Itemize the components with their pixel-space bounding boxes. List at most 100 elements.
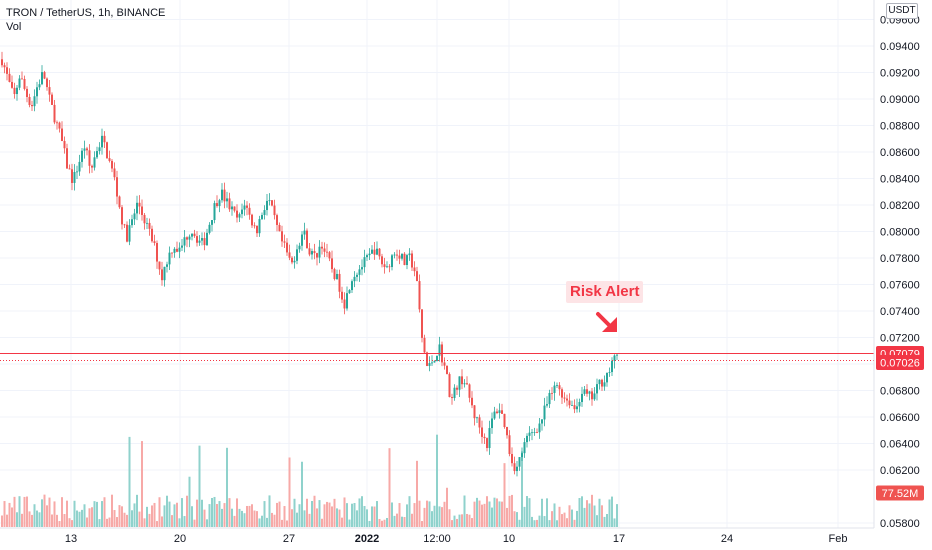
candle-body xyxy=(251,214,253,226)
volume-bar xyxy=(103,497,106,527)
volume-bar xyxy=(86,517,88,527)
volume-bar xyxy=(236,498,238,527)
volume-bar xyxy=(218,501,221,527)
volume-bar xyxy=(178,518,181,527)
candle-body xyxy=(281,231,283,242)
volume-bar xyxy=(41,499,43,527)
candle-body xyxy=(238,214,241,218)
arrow-down-right-icon xyxy=(596,312,617,332)
volume-bars xyxy=(1,434,618,527)
candle-body xyxy=(101,135,103,148)
candle-body xyxy=(308,248,311,255)
volume-bar xyxy=(351,503,353,527)
candle-body xyxy=(493,411,496,419)
volume-bar xyxy=(523,506,526,527)
candle-body xyxy=(61,128,63,141)
volume-bar xyxy=(288,457,291,527)
volume-bar xyxy=(573,519,576,527)
price-tick-label: 0.06600 xyxy=(880,412,920,424)
volume-bar xyxy=(51,514,53,527)
volume-bar xyxy=(321,518,323,527)
candle-body xyxy=(528,432,531,436)
candle-body xyxy=(381,256,383,265)
volume-bar xyxy=(16,512,18,527)
candle-body xyxy=(366,255,368,258)
volume-bar xyxy=(101,501,103,527)
candle-body xyxy=(323,248,326,252)
candle-body xyxy=(128,225,131,242)
volume-bar xyxy=(458,514,461,527)
volume-bar xyxy=(533,520,536,527)
candle-body xyxy=(186,237,188,240)
volume-bar xyxy=(416,460,418,527)
volume-bar xyxy=(53,501,56,527)
volume-bar xyxy=(316,508,318,527)
candle-body xyxy=(461,376,463,385)
candle-body xyxy=(508,435,511,454)
volume-bar xyxy=(376,501,378,527)
candle-body xyxy=(483,436,486,439)
volume-bar xyxy=(88,508,91,527)
candle-body xyxy=(448,374,451,398)
candle-body xyxy=(23,78,26,89)
volume-bar xyxy=(596,515,598,527)
time-tick-label: 24 xyxy=(721,533,733,545)
candle-body xyxy=(213,203,216,221)
volume-bar xyxy=(473,501,476,527)
candle-body xyxy=(543,405,546,420)
candle-body xyxy=(596,384,598,394)
candle-body xyxy=(343,299,346,309)
candle-body xyxy=(321,246,323,249)
volume-bar xyxy=(291,509,293,527)
candle-body xyxy=(578,402,581,407)
candle-body xyxy=(11,81,13,88)
volume-bar xyxy=(56,514,58,527)
candle-body xyxy=(581,393,583,403)
candle-body xyxy=(526,435,528,443)
volume-bar xyxy=(168,501,171,527)
candle-body xyxy=(8,73,11,82)
volume-bar xyxy=(338,509,341,527)
volume-bar xyxy=(601,505,603,527)
volume-bar xyxy=(68,518,71,527)
volume-bar xyxy=(603,516,606,527)
volume-bar xyxy=(571,509,573,527)
candle-body xyxy=(401,253,403,259)
volume-bar xyxy=(21,513,23,527)
volume-bar xyxy=(431,511,433,527)
candle-body xyxy=(126,224,128,242)
price-tick-label: 0.07200 xyxy=(880,333,920,345)
volume-bar xyxy=(118,505,121,527)
candle-body xyxy=(6,67,8,74)
volume-bar xyxy=(531,516,533,527)
currency-unit-button[interactable]: USDT xyxy=(886,3,918,19)
volume-bar xyxy=(171,515,173,527)
volume-bar xyxy=(513,511,516,527)
candle-body xyxy=(43,72,46,79)
candle-body xyxy=(216,203,218,207)
volume-bar xyxy=(336,508,338,527)
candle-body xyxy=(391,255,393,268)
candle-body xyxy=(393,254,396,256)
candle-body xyxy=(86,148,88,151)
volume-bar xyxy=(501,501,503,527)
volume-bar xyxy=(566,518,568,527)
volume-bar xyxy=(23,496,26,527)
candle-body xyxy=(316,253,318,258)
candle-body xyxy=(593,393,596,400)
candle-body xyxy=(71,169,73,183)
candle-body xyxy=(21,78,23,80)
candle-body xyxy=(463,383,466,385)
candle-body xyxy=(368,253,371,256)
price-axis: 0.096000.094000.092000.090000.088000.086… xyxy=(880,15,920,531)
candle-body xyxy=(31,104,33,107)
volume-bar xyxy=(26,496,28,527)
volume-bar xyxy=(346,503,348,527)
candle-body xyxy=(113,168,116,178)
volume-bar xyxy=(36,510,38,527)
candle-body xyxy=(246,205,248,208)
candle-body xyxy=(563,397,566,399)
candle-body xyxy=(153,241,156,243)
candle-body xyxy=(66,148,68,169)
